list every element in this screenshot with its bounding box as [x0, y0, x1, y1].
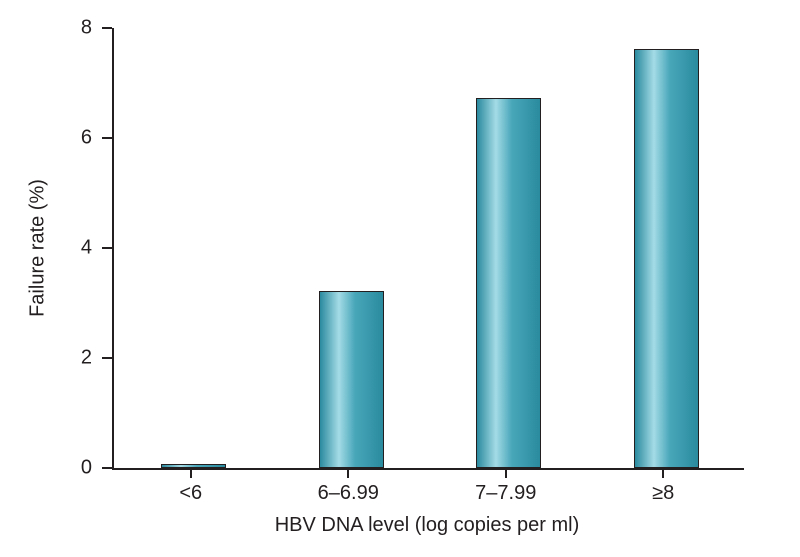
xtick-label: 6–6.99 [318, 482, 379, 505]
xtick [190, 468, 192, 478]
ytick-label: 0 [0, 457, 92, 480]
y-axis-label: Failure rate (%) [27, 179, 50, 317]
ytick [102, 357, 112, 359]
xtick [505, 468, 507, 478]
bar [319, 291, 384, 468]
bar [634, 49, 699, 468]
bar [161, 464, 226, 468]
ytick-label: 8 [0, 17, 92, 40]
ytick [102, 247, 112, 249]
ytick [102, 137, 112, 139]
ytick-label: 2 [0, 347, 92, 370]
x-axis-label: HBV DNA level (log copies per ml) [275, 514, 580, 537]
xtick [662, 468, 664, 478]
xtick-label: 7–7.99 [475, 482, 536, 505]
xtick-label: <6 [179, 482, 202, 505]
ytick [102, 27, 112, 29]
bar [476, 98, 541, 469]
ytick [102, 467, 112, 469]
ytick-label: 6 [0, 127, 92, 150]
plot-area [112, 28, 744, 470]
xtick [347, 468, 349, 478]
xtick-label: ≥8 [652, 482, 674, 505]
failure-rate-bar-chart: 02468<66–6.997–7.99≥8Failure rate (%)HBV… [0, 0, 800, 557]
